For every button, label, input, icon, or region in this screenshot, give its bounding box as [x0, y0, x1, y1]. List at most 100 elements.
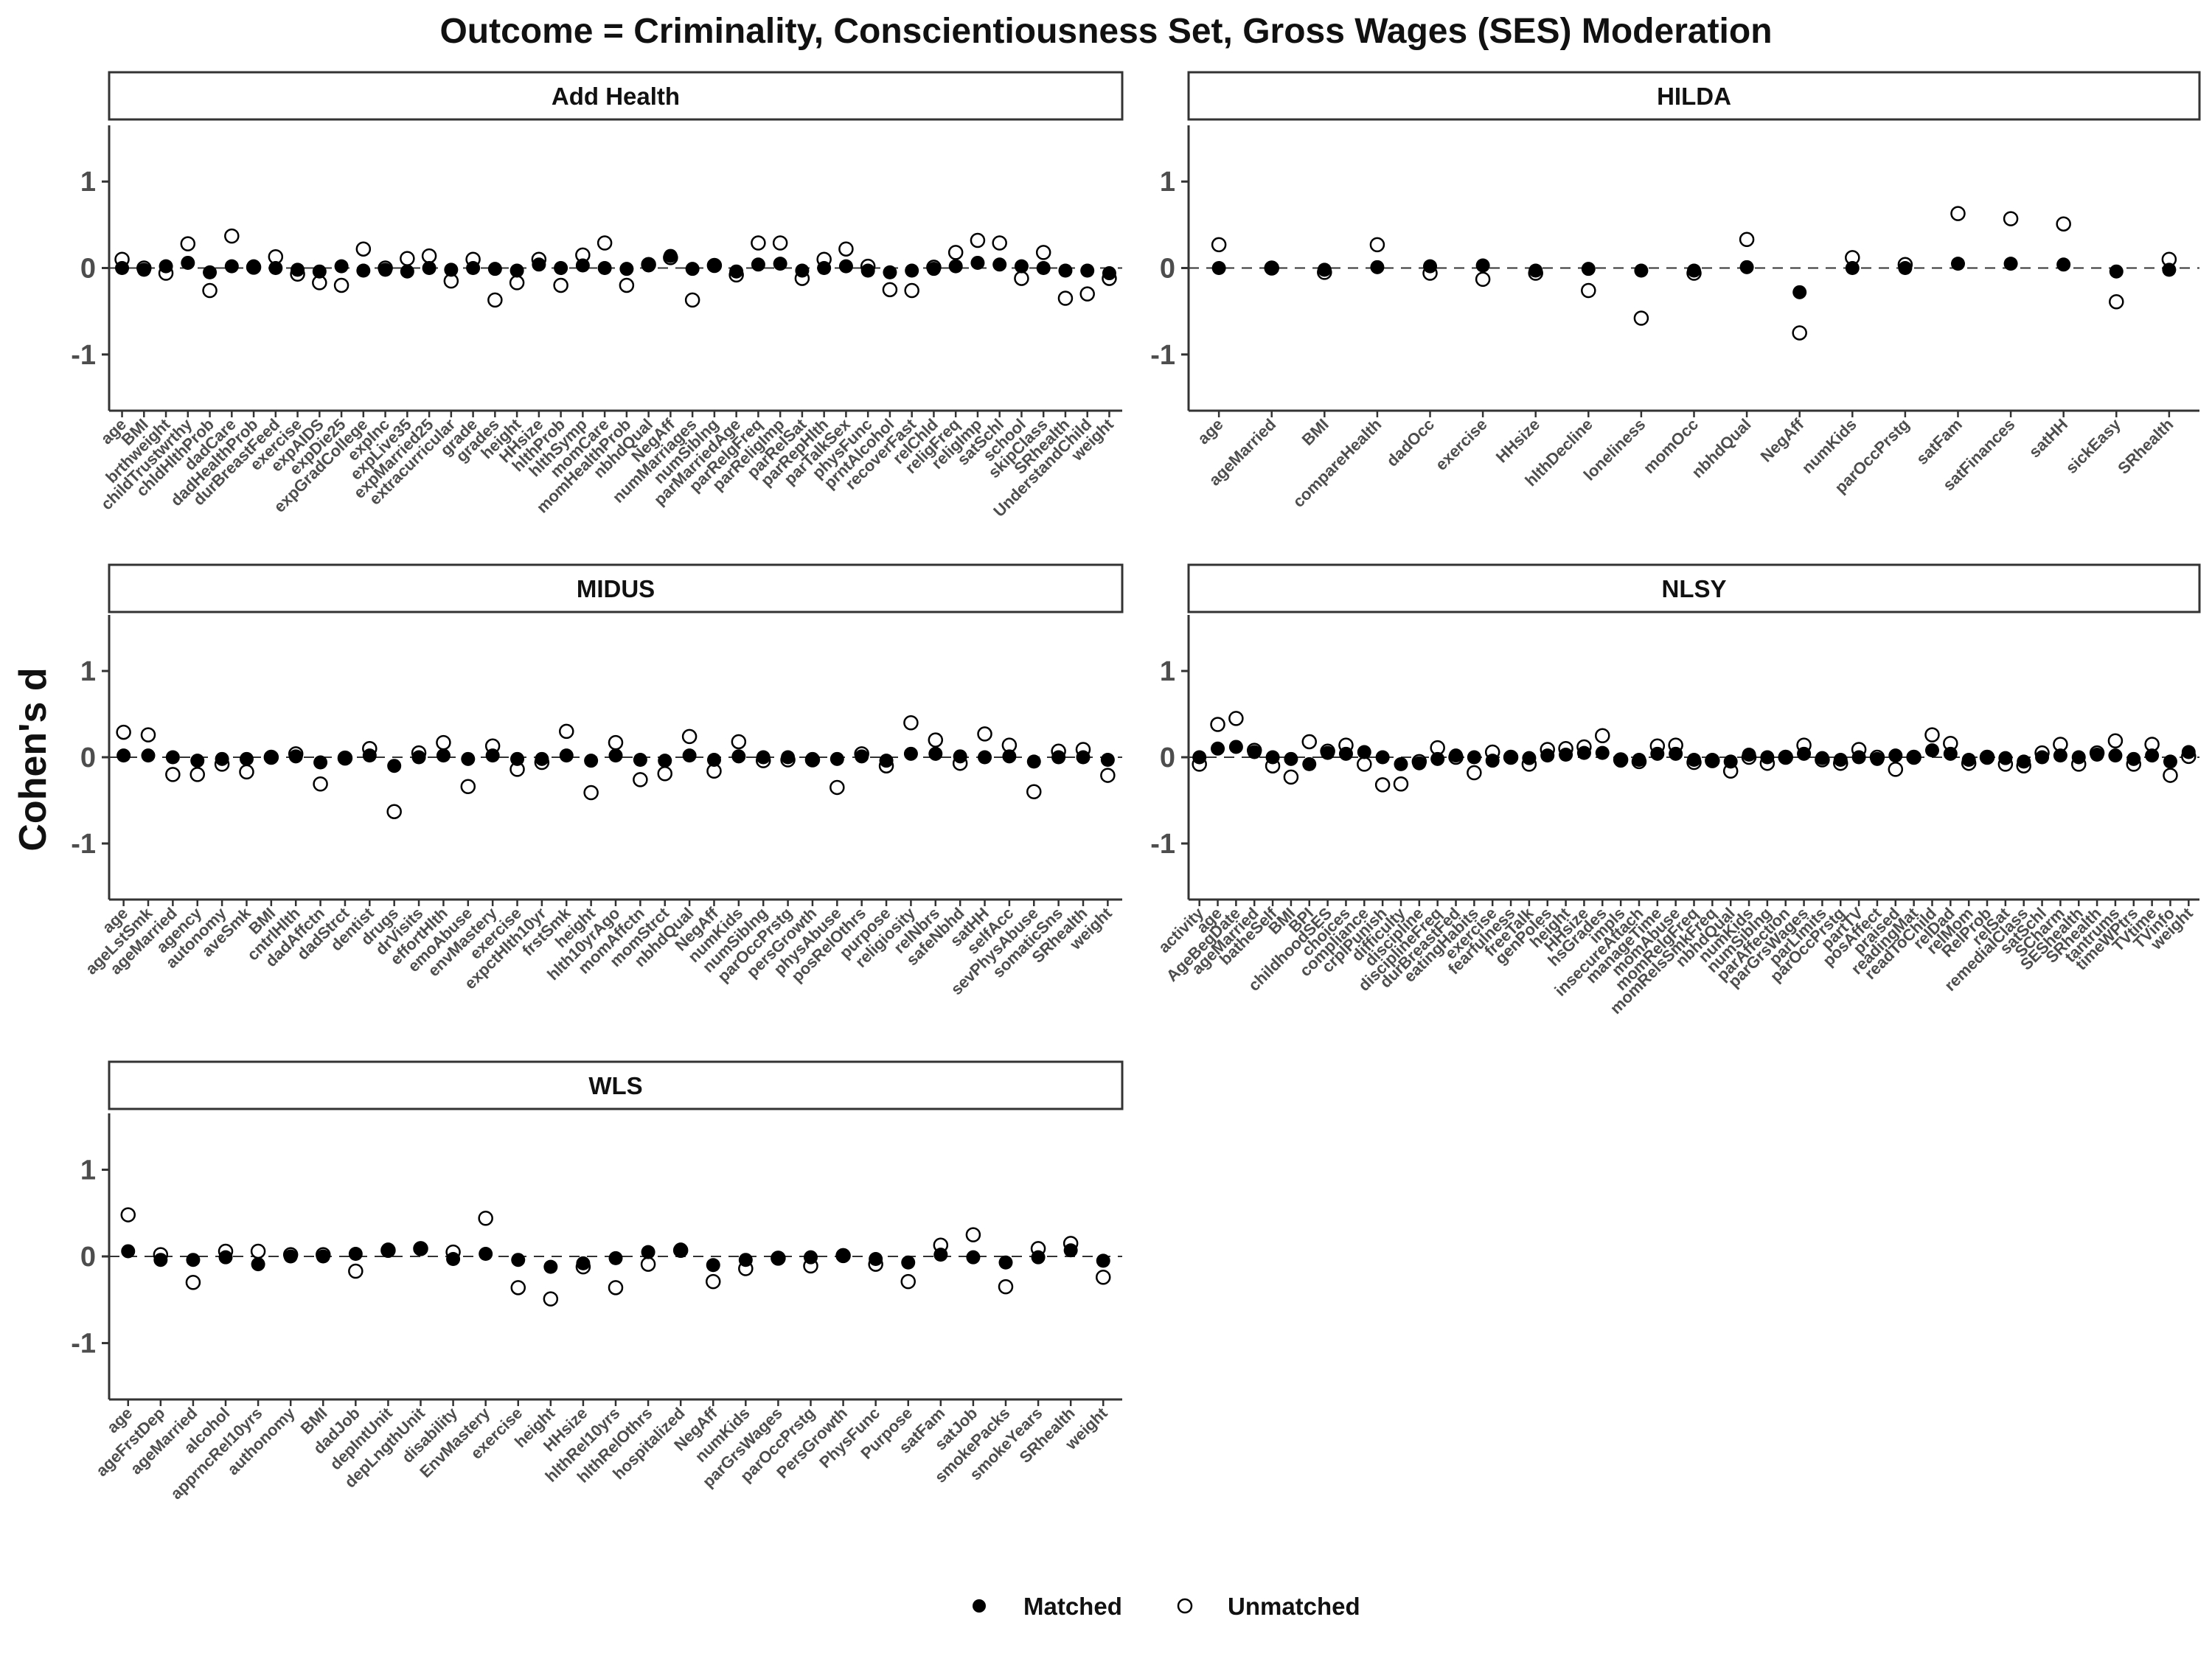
point-matched	[1031, 1250, 1046, 1265]
point-matched	[879, 754, 894, 768]
point-unmatched	[1035, 245, 1051, 260]
point-unmatched	[1633, 310, 1649, 326]
point-unmatched	[355, 241, 372, 257]
point-matched	[619, 262, 634, 276]
point-matched	[312, 264, 327, 279]
point-matched	[633, 753, 647, 768]
point-matched	[658, 754, 672, 768]
point-matched	[869, 1252, 883, 1267]
point-unmatched	[2003, 211, 2019, 226]
point-matched	[1907, 750, 1921, 765]
point-matched	[414, 1241, 428, 1256]
point-matched	[1924, 743, 1939, 758]
point-matched	[1503, 750, 1518, 765]
point-matched	[1284, 751, 1298, 766]
point-matched	[1375, 750, 1390, 765]
point-unmatched	[1374, 777, 1391, 793]
point-matched	[224, 259, 239, 274]
point-unmatched	[250, 1243, 266, 1259]
point-unmatched	[509, 275, 525, 291]
point-matched	[2090, 747, 2104, 762]
point-matched	[903, 746, 918, 761]
point-matched	[159, 259, 173, 274]
point-matched	[1815, 751, 1829, 765]
point-matched	[316, 1249, 330, 1264]
point-matched	[953, 749, 967, 764]
point-matched	[268, 261, 283, 275]
point-matched	[998, 1255, 1013, 1270]
point-matched	[795, 263, 810, 278]
y-tick-label: -1	[71, 829, 96, 860]
point-matched	[1063, 1243, 1078, 1258]
point-matched	[203, 265, 218, 279]
point-matched	[1980, 750, 1994, 765]
point-unmatched	[478, 1211, 493, 1226]
point-matched	[411, 750, 426, 765]
point-matched	[1723, 754, 1738, 769]
point-unmatched	[633, 772, 648, 787]
point-matched	[608, 1251, 623, 1265]
point-unmatched	[1283, 769, 1299, 785]
point-unmatched	[657, 765, 672, 782]
point-matched	[803, 1250, 818, 1265]
point-matched	[928, 746, 943, 761]
point-unmatched	[970, 232, 986, 248]
point-matched	[1228, 740, 1243, 754]
point-matched	[532, 257, 546, 272]
point-unmatched	[2107, 733, 2124, 749]
point-matched	[165, 750, 180, 765]
point-unmatched	[838, 241, 854, 257]
point-matched	[860, 263, 875, 278]
point-matched	[970, 255, 985, 270]
point-unmatched	[2109, 293, 2124, 310]
point-matched	[1036, 261, 1051, 275]
point-unmatched	[333, 277, 349, 293]
point-matched	[487, 262, 502, 276]
point-unmatched	[1095, 1269, 1111, 1285]
point-matched	[706, 1258, 720, 1273]
point-matched	[1338, 746, 1353, 761]
point-matched	[966, 1250, 981, 1265]
point-matched	[186, 1253, 201, 1267]
facet-strip-wls	[108, 1060, 1124, 1110]
point-matched	[1002, 749, 1017, 764]
point-matched	[1102, 266, 1116, 281]
point-unmatched	[116, 724, 131, 740]
point-unmatched	[1467, 765, 1482, 781]
point-unmatched	[553, 277, 568, 293]
point-unmatched	[2056, 216, 2071, 232]
point-matched	[673, 1242, 688, 1257]
point-matched	[641, 258, 656, 273]
point-unmatched	[1301, 734, 1318, 750]
point-matched	[1014, 259, 1029, 274]
point-matched	[1851, 750, 1866, 765]
point-matched	[543, 1259, 558, 1274]
point-unmatched	[180, 236, 196, 251]
legend-matched-marker	[973, 1599, 986, 1613]
point-matched	[926, 262, 941, 276]
facet-strip-add-health	[108, 71, 1124, 121]
point-unmatched	[608, 1280, 624, 1295]
point-unmatched	[903, 714, 919, 731]
point-unmatched	[1581, 282, 1596, 299]
point-unmatched	[1369, 237, 1385, 253]
point-matched	[535, 751, 549, 766]
point-matched	[1634, 263, 1649, 278]
point-matched	[1669, 746, 1683, 761]
facet-strip-nlsy	[1187, 563, 2201, 613]
point-matched	[781, 750, 796, 765]
y-tick-label: 0	[80, 1242, 96, 1273]
point-unmatched	[992, 235, 1007, 251]
point-matched	[1870, 751, 1885, 766]
point-matched	[756, 750, 771, 765]
point-unmatched	[120, 1207, 136, 1222]
point-unmatched	[977, 726, 992, 742]
point-matched	[836, 1248, 851, 1263]
point-unmatched	[928, 732, 944, 748]
point-unmatched	[421, 248, 437, 264]
chart-title: Outcome = Criminality, Conscientiousness…	[439, 12, 1772, 51]
point-matched	[1528, 263, 1543, 278]
legend-unmatched-marker	[1177, 1598, 1193, 1614]
point-matched	[575, 258, 590, 273]
facet-strip-hilda	[1187, 71, 2201, 121]
